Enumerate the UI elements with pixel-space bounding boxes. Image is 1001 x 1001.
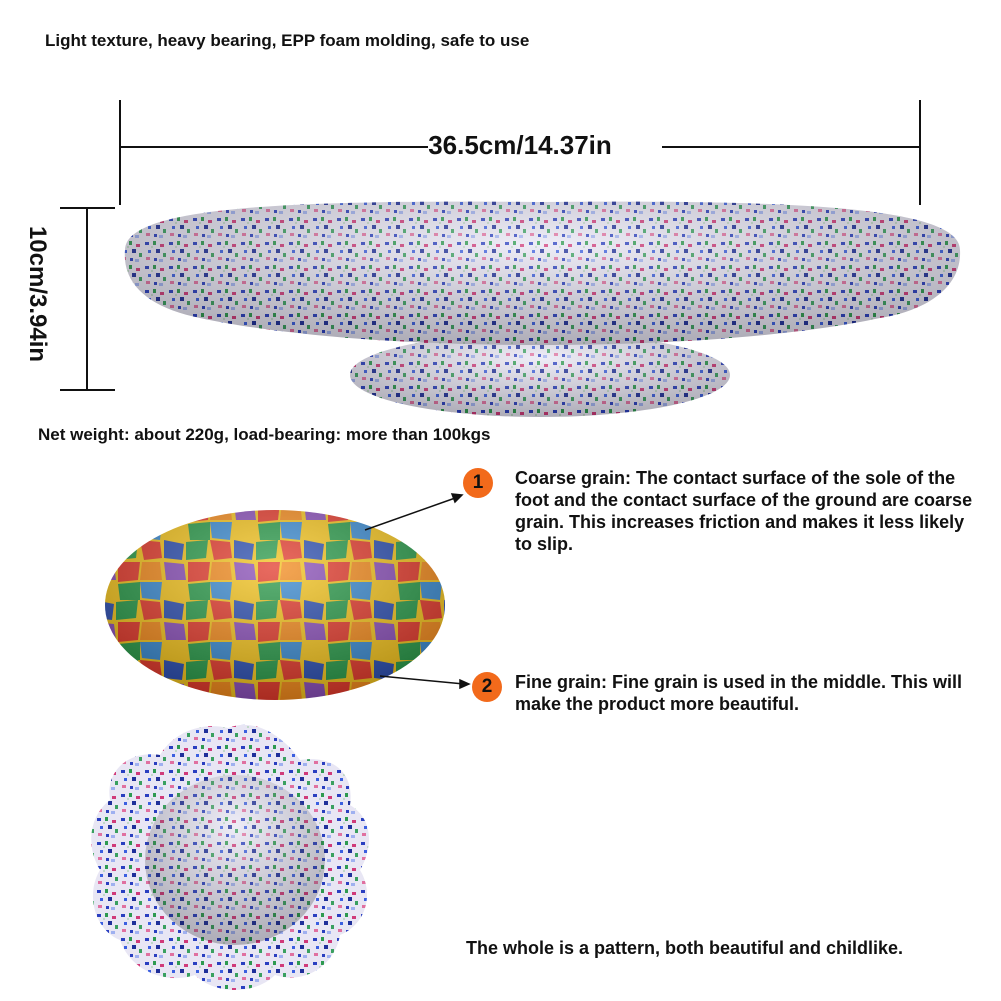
- tagline: Light texture, heavy bearing, EPP foam m…: [45, 31, 530, 50]
- feature-badge-2: 2: [472, 672, 502, 702]
- balance-disc-top-view-image: [91, 724, 370, 990]
- height-label: 10cm/3.94in: [24, 225, 51, 363]
- feature-text-coarse-grain: Coarse grain: The contact surface of the…: [515, 468, 973, 554]
- pointer-arrows: [364, 493, 471, 690]
- width-dimension-line: [119, 100, 921, 205]
- balance-disc-side-image: [124, 201, 961, 417]
- coarse-grain-stone-image: [105, 510, 445, 700]
- footer-text: The whole is a pattern, both beautiful a…: [466, 938, 904, 958]
- width-label: 36.5cm/14.37in: [428, 130, 612, 160]
- feature-badge-1: 1: [463, 468, 493, 498]
- weight-text: Net weight: about 220g, load-bearing: mo…: [38, 425, 491, 444]
- feature-text-fine-grain: Fine grain: Fine grain is used in the mi…: [515, 672, 963, 714]
- height-dimension-line: [60, 207, 115, 391]
